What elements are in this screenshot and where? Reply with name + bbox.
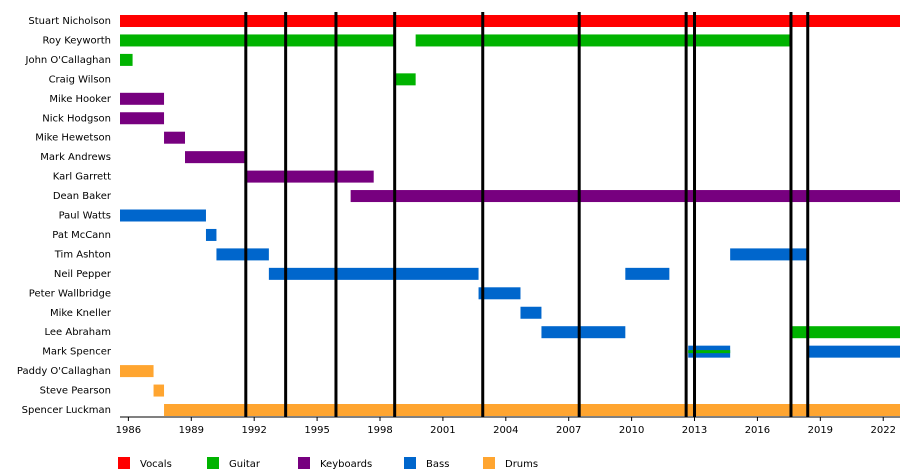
x-tick-label: 2022: [870, 425, 895, 436]
tenure-bar: [153, 384, 165, 397]
member-label: Mike Hewetson: [35, 133, 111, 144]
member-label: Paul Watts: [59, 211, 111, 222]
x-tick-label: 2016: [745, 425, 770, 436]
legend-swatch: [483, 457, 495, 469]
tenure-bar: [688, 350, 731, 354]
tenure-bar: [120, 53, 133, 66]
tenure-bar: [625, 267, 670, 280]
member-label: Dean Baker: [53, 191, 112, 202]
member-label: Karl Garrett: [53, 172, 111, 183]
tenure-bar: [164, 131, 185, 144]
member-label: Peter Wallbridge: [29, 288, 111, 299]
x-tick-label: 1995: [304, 425, 329, 436]
tenure-bar: [790, 326, 900, 339]
member-label: Mike Hooker: [49, 94, 112, 105]
tenure-bar: [205, 228, 217, 241]
tenure-bar: [120, 15, 900, 27]
tenure-bar: [730, 248, 808, 261]
x-tick-label: 2001: [430, 425, 455, 436]
member-label: Tim Ashton: [54, 249, 111, 260]
legend-label: Vocals: [140, 459, 172, 470]
legend-label: Drums: [505, 459, 538, 470]
member-label: Mark Spencer: [42, 347, 112, 358]
member-label: Craig Wilson: [49, 74, 111, 85]
tenure-bar: [807, 345, 900, 358]
member-label: Neil Pepper: [54, 269, 112, 280]
tenure-bar: [245, 170, 374, 183]
tenure-bar: [478, 287, 521, 300]
tenure-bar: [394, 73, 416, 86]
legend-label: Bass: [426, 459, 449, 470]
member-label: Pat McCann: [52, 230, 111, 241]
x-tick-label: 1989: [179, 425, 204, 436]
tenure-bar: [120, 34, 395, 47]
member-label: Nick Hodgson: [42, 113, 111, 124]
member-label: Spencer Luckman: [22, 405, 111, 416]
legend-swatch: [298, 457, 310, 469]
x-tick-label: 2013: [682, 425, 707, 436]
x-tick-label: 2010: [619, 425, 644, 436]
x-tick-label: 2007: [556, 425, 581, 436]
legend-swatch: [404, 457, 416, 469]
member-label: Steve Pearson: [40, 386, 111, 397]
tenure-bar: [541, 326, 626, 339]
legend-label: Guitar: [229, 459, 261, 470]
member-label: Stuart Nicholson: [28, 16, 111, 27]
x-tick-label: 1986: [116, 425, 141, 436]
legend-swatch: [118, 457, 130, 469]
tenure-bar: [268, 267, 479, 280]
member-label: John O'Callaghan: [25, 55, 112, 66]
tenure-bar: [415, 34, 791, 47]
legend-swatch: [207, 457, 219, 469]
member-label: Paddy O'Callaghan: [17, 366, 111, 377]
member-label: Roy Keyworth: [42, 35, 111, 46]
member-label: Lee Abraham: [44, 327, 111, 338]
tenure-bar: [120, 92, 165, 105]
x-tick-label: 2019: [808, 425, 833, 436]
tenure-bar: [120, 209, 206, 222]
tenure-bar: [520, 306, 542, 319]
x-tick-label: 2004: [493, 425, 518, 436]
x-tick-label: 1998: [367, 425, 392, 436]
member-label: Mike Kneller: [50, 308, 112, 319]
legend-label: Keyboards: [320, 459, 372, 470]
x-tick-label: 1992: [241, 425, 266, 436]
tenure-bar: [164, 404, 900, 416]
tenure-bar: [120, 112, 165, 125]
tenure-bar: [120, 365, 154, 378]
tenure-bar: [185, 151, 246, 164]
tenure-bar: [216, 248, 269, 261]
member-label: Mark Andrews: [40, 152, 111, 163]
tenure-bar: [350, 190, 900, 203]
